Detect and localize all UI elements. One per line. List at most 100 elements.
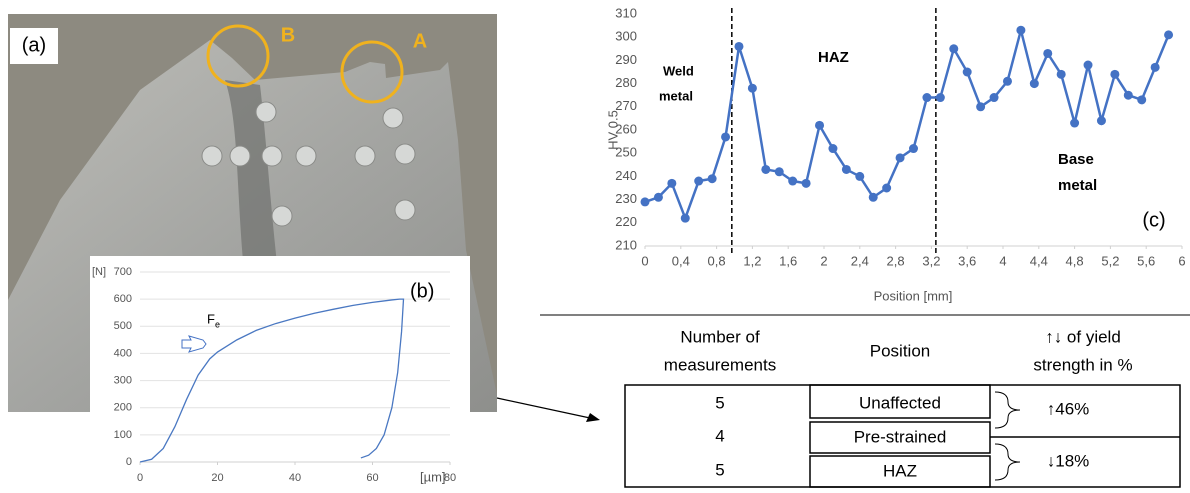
data-point: [855, 171, 865, 181]
cell-text: HAZ: [883, 461, 917, 480]
cell-text: Unaffected: [859, 393, 941, 412]
panel-label: (b): [410, 280, 434, 302]
zone-label: Weld: [663, 63, 694, 78]
annotation: F: [207, 311, 215, 326]
data-point: [1110, 69, 1120, 79]
annotation-subscript: e: [215, 319, 220, 329]
x-tick-label: 3,2: [922, 253, 940, 268]
data-point: [828, 144, 838, 154]
data-point: [1029, 79, 1039, 89]
x-axis-title: Position [mm]: [874, 288, 953, 303]
data-point: [1096, 116, 1106, 126]
y-tick-label: 310: [615, 5, 637, 20]
data-point: [1016, 25, 1026, 35]
y-tick-label: 290: [615, 52, 637, 67]
brace: [994, 391, 1021, 429]
zone-label: metal: [659, 88, 693, 103]
y-tick-label: 700: [114, 266, 132, 278]
inset-background: [90, 256, 470, 488]
cell-text: Pre-strained: [854, 427, 947, 446]
data-point: [707, 174, 717, 184]
x-tick-label: 20: [211, 472, 223, 484]
x-tick-label: 4: [999, 253, 1006, 268]
zone-label: Base: [1058, 151, 1094, 168]
data-point: [1137, 95, 1147, 105]
y-tick-label: 260: [615, 121, 637, 136]
x-tick-label: 0: [641, 253, 648, 268]
y-tick-label: 230: [615, 191, 637, 206]
data-point: [976, 102, 986, 112]
data-point: [841, 164, 851, 174]
data-point: [734, 41, 744, 51]
x-tick-label: 1,6: [779, 253, 797, 268]
x-unit: [µm]: [420, 469, 446, 484]
label-box: [1128, 200, 1180, 240]
x-tick-label: 2: [820, 253, 827, 268]
x-tick-label: 3,6: [958, 253, 976, 268]
data-point: [680, 213, 690, 223]
marker-label: B: [281, 24, 295, 46]
data-point: [667, 178, 677, 188]
pointer-arrow: [496, 397, 591, 419]
data-point: [989, 93, 999, 103]
data-point: [788, 176, 798, 186]
cell-text: 5: [715, 393, 724, 412]
data-point: [922, 93, 932, 103]
data-point: [653, 192, 663, 202]
data-point: [801, 178, 811, 188]
y-tick-label: 210: [615, 237, 637, 252]
marker-circle-a: [340, 40, 404, 104]
y-tick-label: 240: [615, 168, 637, 183]
cell-text: ↑46%: [1047, 399, 1090, 418]
y-tick-label: 0: [126, 456, 132, 468]
data-point: [774, 167, 784, 177]
y-tick-label: 400: [114, 347, 132, 359]
y-tick-label: 250: [615, 145, 637, 160]
panel-label: (a): [22, 34, 46, 56]
cell-text: 5: [715, 460, 724, 479]
y-unit: [N]: [92, 266, 106, 278]
data-point: [1070, 118, 1080, 128]
cell: [809, 384, 991, 419]
x-tick-label: 80: [444, 472, 456, 484]
table-header: strength in %: [1033, 355, 1132, 374]
data-point: [761, 164, 771, 174]
x-tick-label: 4,8: [1066, 253, 1084, 268]
table: Number of measurements Position ↑↓ of yi…: [624, 327, 1181, 488]
x-tick-label: 40: [289, 472, 301, 484]
x-tick-label: 0,4: [672, 253, 690, 268]
data-point: [909, 144, 918, 154]
data-point: [1123, 90, 1133, 100]
zone-label: HAZ: [818, 49, 849, 66]
y-axis-title: HV 0.5: [605, 110, 620, 150]
data-point: [747, 83, 757, 93]
x-tick-label: 1,2: [743, 253, 761, 268]
data-line: [139, 298, 405, 463]
marker-circle-b: [206, 24, 270, 88]
x-tick-label: 5,6: [1137, 253, 1155, 268]
data-point: [1164, 30, 1174, 40]
brace: [994, 443, 1021, 481]
data-point: [868, 192, 878, 202]
x-tick-label: 6: [1178, 253, 1185, 268]
data-point: [962, 67, 972, 77]
data-point: [1150, 62, 1160, 72]
y-tick-label: 280: [615, 75, 637, 90]
x-tick-label: 0: [137, 472, 143, 484]
table-header: Number of: [680, 327, 760, 346]
x-tick-label: 4,4: [1030, 253, 1048, 268]
cell-text: 4: [715, 426, 724, 445]
label-box: [10, 28, 58, 64]
data-point: [895, 153, 905, 163]
x-tick-label: 5,2: [1101, 253, 1119, 268]
data-point: [1002, 76, 1012, 86]
annotation-arrow: [181, 335, 207, 353]
data-point: [1043, 48, 1053, 58]
indents: [201, 101, 416, 227]
data-point: [882, 183, 892, 193]
data-point: [935, 93, 945, 103]
data-point: [1056, 69, 1066, 79]
table-header: Position: [870, 341, 930, 360]
x-tick-label: 0,8: [708, 253, 726, 268]
